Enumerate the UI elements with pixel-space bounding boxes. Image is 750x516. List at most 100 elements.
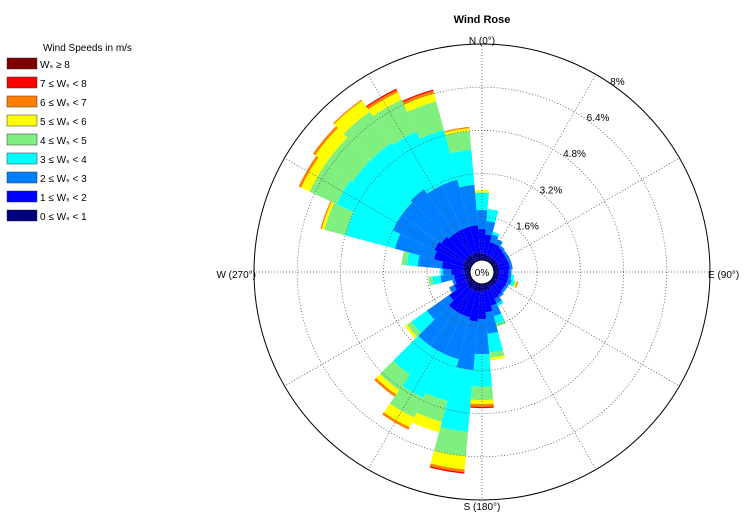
sector-segment (474, 189, 490, 193)
sector-segment (483, 253, 487, 261)
sector-segment (334, 100, 370, 134)
sector-segment (441, 236, 468, 261)
east-label: E (90°) (708, 270, 739, 281)
legend: Wind Speeds in m/s Wₛ ≥ 8 7 ≤ Wₛ < 8 6 ≤ W… (6, 43, 132, 223)
sector-segment (498, 291, 504, 298)
sector-segment (452, 279, 457, 286)
sector-segment (485, 310, 499, 334)
sector-segment (483, 283, 487, 291)
sector-segment (393, 131, 442, 194)
sector-segment (441, 179, 470, 230)
sector-segment (496, 279, 507, 288)
sector-segment (406, 321, 422, 337)
south-label: S (180°) (464, 502, 501, 513)
sector-segment (490, 278, 497, 285)
sector-segment (485, 255, 490, 262)
sector-segment (490, 259, 497, 266)
sector-segment (402, 90, 435, 105)
sector-segment (486, 242, 496, 257)
sector-segment (486, 288, 497, 306)
sector-segment (448, 233, 471, 258)
sector-segment (498, 264, 511, 271)
sector-segment (494, 252, 506, 263)
sector-segment (401, 202, 447, 244)
sector-segment (500, 287, 507, 293)
center-marker: 0% (469, 259, 495, 285)
sector-segment (496, 255, 508, 265)
sector-segment (428, 276, 434, 286)
sector-segment (513, 281, 518, 288)
legend-label: 7 ≤ Wₛ < 8 (40, 79, 87, 90)
grid-spoke (492, 157, 680, 267)
sector-segment (493, 267, 500, 271)
sector-segment (494, 281, 504, 291)
sector-segment (462, 290, 477, 318)
sector-segment (416, 392, 448, 422)
sector-segment (324, 203, 354, 236)
sector-segment (368, 92, 402, 117)
sector-segment (485, 282, 490, 291)
sector-segment (427, 185, 463, 234)
sector-segment (510, 274, 515, 281)
sector-segment (476, 283, 481, 293)
sector-segment (508, 269, 512, 275)
sector-segment (492, 275, 499, 280)
sector-segment (403, 93, 437, 112)
sector-segment (401, 251, 410, 266)
radial-tick-label: 3.2% (540, 185, 563, 196)
legend-label: Wₛ ≥ 8 (40, 60, 70, 71)
sector-segment (470, 281, 477, 291)
sector-segment (475, 192, 489, 211)
sector-segment (320, 201, 332, 230)
sector-segment (453, 273, 466, 280)
grid-overlay: 1.6% 3.2% 4.8% 6.4% 8% (254, 44, 710, 500)
legend-label: 0 ≤ Wₛ < 1 (40, 212, 87, 223)
sector-segment (470, 253, 477, 263)
legend-swatch (6, 57, 38, 70)
sector-segment (493, 313, 505, 325)
sector-segment (382, 412, 410, 430)
sector-segment (493, 270, 500, 274)
sector-segment (473, 282, 479, 292)
sector-segment (365, 88, 398, 108)
sector-segment (312, 126, 338, 156)
sector-segment (326, 137, 371, 182)
sector-segment (393, 335, 431, 375)
sector-segment (426, 295, 454, 320)
sector-segment (469, 225, 481, 253)
radial-tick-label: 1.6% (516, 222, 539, 233)
sector-segment (440, 367, 474, 432)
sector-segment (462, 263, 472, 269)
sector-segment (473, 252, 479, 262)
sector-segment (450, 149, 475, 188)
legend-swatch (6, 152, 38, 165)
grid-spoke (367, 74, 477, 262)
sector-segment (494, 296, 503, 304)
sector-segment (406, 252, 420, 267)
radial-tick-label: 4.8% (563, 149, 586, 160)
axis-labels: N (0°) S (180°) W (270°) E (90°) (216, 36, 739, 513)
legend-swatch (6, 76, 38, 89)
grid-spoke (487, 282, 597, 470)
sector-segment (501, 250, 508, 256)
sector-segment (466, 278, 474, 286)
sector-segment (425, 353, 459, 401)
sector-segment (495, 320, 506, 327)
sector-segment (506, 278, 512, 286)
sector-segment (465, 275, 472, 280)
sector-segment (467, 255, 476, 264)
sector-segment (492, 264, 499, 269)
grid-spoke (487, 74, 597, 262)
sector-segment (419, 130, 458, 186)
grid-spoke (367, 282, 477, 470)
sector-segment (509, 264, 513, 270)
sector-segment (429, 463, 465, 473)
sector-segment (440, 268, 444, 276)
chart-title: Wind Rose (454, 14, 511, 26)
sector-segment (444, 126, 470, 133)
sector-segment (374, 377, 397, 397)
grid-ring (383, 173, 581, 371)
sector-segment (487, 331, 503, 353)
sector-segment (445, 130, 472, 154)
sector-segment (301, 157, 327, 192)
